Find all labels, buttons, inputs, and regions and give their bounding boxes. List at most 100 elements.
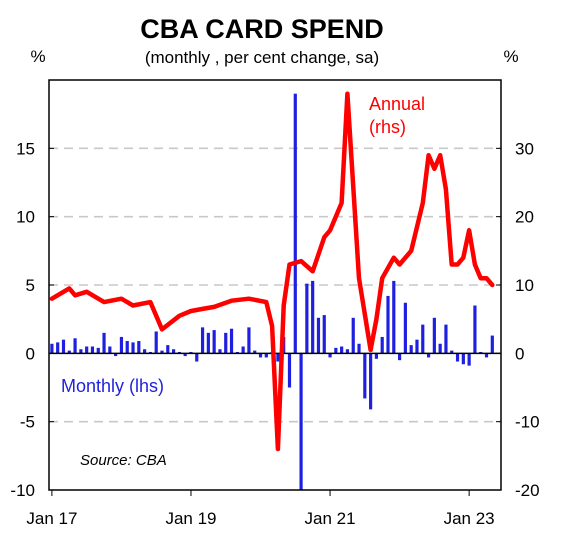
x-tick-label: Jan 21 [305,509,356,528]
monthly-bar [421,324,425,354]
monthly-bar [229,328,234,354]
monthly-bar [119,336,124,354]
monthly-bar [154,331,158,354]
monthly-bar [224,332,228,354]
monthly-bar [403,302,407,354]
monthly-bar [206,332,210,354]
monthly-bar [374,353,379,359]
monthly-bar [311,280,315,354]
monthly-bar [467,353,471,366]
monthly-bar [380,336,384,354]
monthly-bar [79,349,83,354]
monthly-bar [241,346,245,354]
right-tick-label: 20 [515,208,534,227]
annual-label-line2: (rhs) [369,117,406,137]
monthly-bar [108,346,112,354]
monthly-bar [484,353,489,358]
monthly-bar [160,350,164,354]
monthly-bar [61,339,66,354]
monthly-bar [473,305,477,354]
monthly-bar [299,353,303,490]
left-tick-label: 10 [16,208,35,227]
right-tick-label: 30 [515,139,534,158]
monthly-bar [363,353,367,399]
monthly-bar [397,353,402,361]
monthly-bar [369,353,373,410]
monthly-bar [409,345,413,354]
chart-title: CBA CARD SPEND [140,14,384,44]
monthly-bar [50,343,54,354]
monthly-bar [258,353,263,358]
monthly-bar [334,347,338,354]
left-tick-label: 5 [26,276,35,295]
monthly-bar [426,353,431,358]
chart-subtitle: (monthly , per cent change, sa) [145,48,379,67]
right-axis-ticks: -20 -10 0 10 20 30 [496,139,540,500]
monthly-bar [143,349,147,354]
monthly-bar [351,317,355,354]
left-axis-unit: % [30,47,45,66]
monthly-bar [432,317,436,354]
annual-label-line1: Annual [369,94,425,114]
left-tick-label: -5 [20,413,35,432]
left-tick-label: -10 [10,481,35,500]
monthly-bar [90,346,95,354]
monthly-bar [85,346,89,354]
left-tick-label: 15 [16,139,35,158]
monthly-bar [455,353,460,362]
monthly-bar [386,295,390,354]
monthly-bars [50,93,494,490]
monthly-bar [73,338,77,354]
x-tick-label: Jan 23 [444,509,495,528]
monthly-bar [212,330,216,354]
monthly-bar [276,353,280,362]
monthly-bar [357,343,361,354]
monthly-bar [171,349,176,354]
source-note: Source: CBA [80,452,167,469]
monthly-bar [305,283,309,354]
monthly-bar [450,350,454,354]
monthly-bar [316,317,321,354]
right-tick-label: 0 [515,344,524,363]
left-axis-ticks: -10 -5 0 5 10 15 [10,79,54,500]
monthly-bar [490,335,494,354]
right-tick-label: 10 [515,276,534,295]
monthly-bar [247,327,251,354]
monthly-bar [56,342,60,354]
monthly-bar [114,353,118,357]
monthly-bar [137,341,141,354]
monthly-bar [200,327,205,354]
monthly-bar [328,353,332,358]
monthly-bar [444,324,448,354]
monthly-bar [461,353,465,365]
monthly-bar [322,315,326,354]
monthly-bar [183,353,187,357]
x-tick-label: Jan 19 [165,509,216,528]
monthly-bar [102,332,106,354]
monthly-bar [166,345,170,354]
monthly-bar [67,350,71,354]
annual-line [49,91,495,452]
monthly-bar [345,349,350,354]
monthly-bar [287,353,292,388]
monthly-label: Monthly (lhs) [61,376,164,396]
right-tick-label: -20 [515,481,540,500]
monthly-bar [195,353,199,362]
monthly-bar [392,280,396,354]
x-axis-ticks: Jan 17 Jan 19 Jan 21 Jan 23 [26,490,495,528]
monthly-bar [125,341,129,354]
left-tick-label: 0 [26,344,35,363]
x-tick-label: Jan 17 [26,509,77,528]
monthly-bar [293,93,297,354]
right-axis-unit: % [503,47,518,66]
monthly-bar [340,346,344,354]
monthly-bar [96,347,100,354]
monthly-bar [415,339,419,354]
monthly-bar [131,342,135,354]
right-tick-label: -10 [515,413,540,432]
monthly-bar [438,343,442,354]
monthly-bar [253,350,257,354]
monthly-bar [264,353,268,358]
monthly-bar [218,349,222,354]
